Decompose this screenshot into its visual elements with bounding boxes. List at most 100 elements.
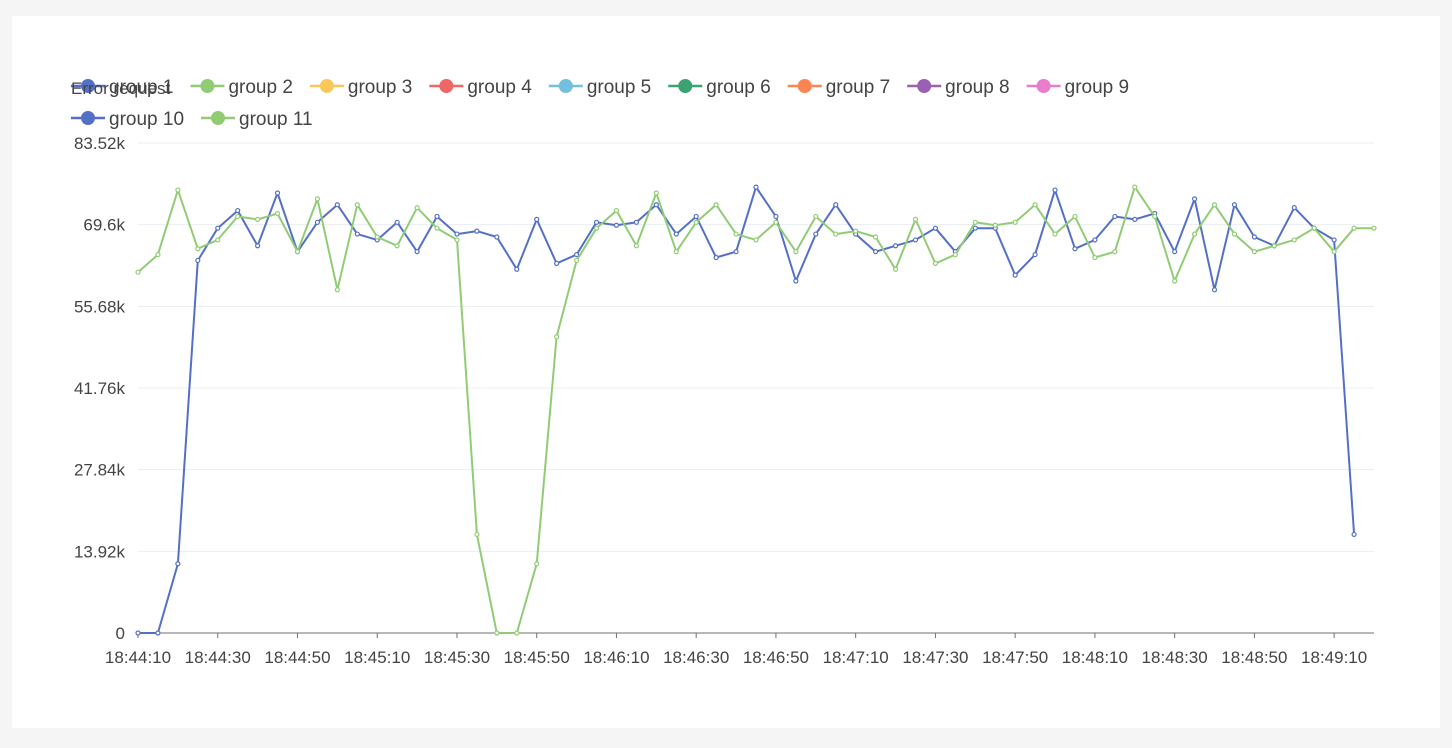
data-point[interactable]	[1211, 287, 1218, 293]
data-point[interactable]	[713, 202, 719, 208]
data-point[interactable]	[713, 254, 719, 261]
data-point[interactable]	[1052, 231, 1058, 237]
legend-item-group-1[interactable]: group 1	[71, 77, 173, 98]
data-point[interactable]	[314, 196, 321, 202]
data-point[interactable]	[633, 243, 639, 249]
data-point[interactable]	[653, 202, 659, 208]
data-point[interactable]	[1012, 219, 1018, 225]
data-point[interactable]	[892, 266, 899, 272]
data-point[interactable]	[1032, 202, 1038, 208]
data-point[interactable]	[354, 231, 360, 237]
data-point[interactable]	[1231, 202, 1238, 208]
data-point[interactable]	[1251, 249, 1257, 255]
data-point[interactable]	[1371, 225, 1377, 231]
data-point[interactable]	[813, 213, 819, 220]
legend-item-group-8[interactable]: group 8	[907, 77, 1010, 98]
data-point[interactable]	[1032, 251, 1038, 258]
data-point[interactable]	[1052, 187, 1058, 193]
data-point[interactable]	[454, 231, 460, 237]
legend-item-group-7[interactable]: group 7	[787, 77, 890, 98]
data-point[interactable]	[195, 246, 201, 252]
data-point[interactable]	[394, 219, 400, 225]
data-point[interactable]	[235, 213, 241, 220]
data-point[interactable]	[314, 219, 321, 225]
data-point[interactable]	[454, 237, 460, 243]
data-point[interactable]	[274, 190, 281, 196]
data-point[interactable]	[693, 213, 699, 220]
data-point[interactable]	[1191, 231, 1198, 237]
legend-item-group-4[interactable]: group 4	[429, 77, 532, 98]
legend-item-group-5[interactable]: group 5	[548, 77, 651, 98]
data-point[interactable]	[1072, 246, 1078, 252]
data-point[interactable]	[534, 561, 540, 567]
data-point[interactable]	[1331, 237, 1337, 243]
data-point[interactable]	[593, 219, 600, 225]
data-point[interactable]	[673, 249, 679, 255]
data-point[interactable]	[912, 216, 919, 222]
legend-item-group-6[interactable]: group 6	[668, 77, 771, 98]
data-point[interactable]	[474, 228, 480, 234]
data-point[interactable]	[1191, 196, 1198, 202]
data-point[interactable]	[773, 219, 779, 225]
data-point[interactable]	[354, 202, 360, 208]
data-point[interactable]	[155, 251, 161, 258]
data-point[interactable]	[1351, 225, 1357, 231]
data-point[interactable]	[853, 228, 859, 234]
data-point[interactable]	[1092, 237, 1098, 243]
data-point[interactable]	[773, 213, 779, 220]
data-point[interactable]	[1271, 243, 1277, 249]
data-point[interactable]	[1132, 184, 1138, 190]
data-point[interactable]	[334, 287, 340, 293]
data-point[interactable]	[892, 243, 899, 249]
data-point[interactable]	[215, 237, 221, 243]
data-point[interactable]	[873, 249, 879, 255]
data-point[interactable]	[813, 231, 819, 237]
data-point[interactable]	[932, 260, 939, 266]
data-point[interactable]	[912, 237, 919, 243]
data-point[interactable]	[394, 243, 400, 249]
data-point[interactable]	[215, 225, 221, 231]
legend-item-group-2[interactable]: group 2	[190, 77, 293, 98]
data-point[interactable]	[1231, 231, 1238, 237]
data-point[interactable]	[613, 207, 620, 214]
data-point[interactable]	[1152, 213, 1158, 220]
data-point[interactable]	[1172, 249, 1178, 255]
data-point[interactable]	[514, 266, 520, 272]
data-point[interactable]	[1112, 249, 1118, 255]
data-point[interactable]	[992, 222, 998, 228]
data-point[interactable]	[334, 202, 340, 208]
data-point[interactable]	[1012, 272, 1018, 278]
data-point[interactable]	[294, 249, 301, 255]
data-point[interactable]	[793, 249, 799, 255]
data-point[interactable]	[753, 237, 759, 243]
data-point[interactable]	[593, 225, 600, 231]
data-point[interactable]	[573, 251, 580, 258]
data-point[interactable]	[474, 531, 480, 538]
data-point[interactable]	[952, 251, 958, 258]
data-point[interactable]	[1072, 213, 1078, 220]
data-point[interactable]	[1172, 278, 1178, 284]
data-point[interactable]	[972, 225, 978, 231]
data-point[interactable]	[972, 219, 978, 225]
data-point[interactable]	[1351, 531, 1357, 538]
legend-item-group-9[interactable]: group 9	[1026, 77, 1129, 98]
data-point[interactable]	[1112, 213, 1118, 220]
data-point[interactable]	[175, 561, 181, 567]
data-point[interactable]	[1211, 202, 1218, 208]
data-point[interactable]	[733, 231, 739, 237]
data-point[interactable]	[255, 243, 261, 249]
legend-item-group-11[interactable]: group 11	[201, 109, 313, 130]
data-point[interactable]	[255, 216, 261, 222]
data-point[interactable]	[155, 630, 161, 636]
legend-item-group-10[interactable]: group 10	[71, 109, 184, 130]
data-point[interactable]	[1092, 254, 1098, 261]
data-point[interactable]	[1331, 249, 1337, 255]
data-point[interactable]	[793, 278, 799, 284]
data-point[interactable]	[673, 231, 679, 237]
data-point[interactable]	[274, 210, 281, 217]
data-point[interactable]	[414, 205, 420, 211]
data-point[interactable]	[554, 260, 560, 266]
data-point[interactable]	[1132, 216, 1138, 222]
data-point[interactable]	[753, 184, 759, 190]
legend-item-group-3[interactable]: group 3	[309, 77, 412, 98]
